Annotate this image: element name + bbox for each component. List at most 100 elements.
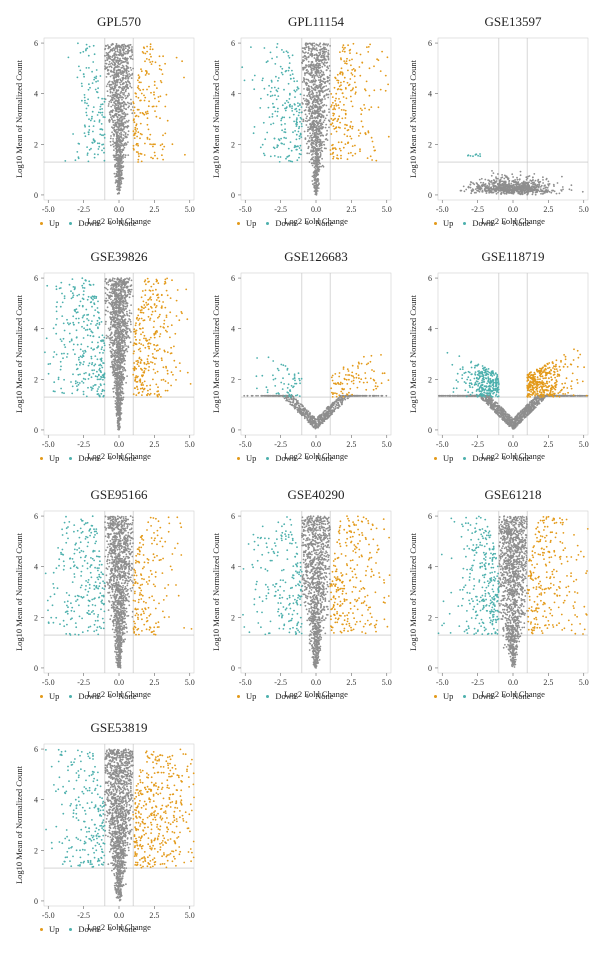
data-point <box>321 142 323 144</box>
data-point <box>560 189 562 191</box>
data-point <box>121 380 123 383</box>
data-point <box>128 102 130 105</box>
data-point <box>93 141 96 143</box>
data-point <box>334 127 337 130</box>
data-point <box>312 121 315 123</box>
legend-label-none: None <box>118 218 137 228</box>
data-point <box>101 128 104 131</box>
data-point <box>487 179 490 182</box>
data-point <box>97 96 100 99</box>
data-point <box>547 180 550 183</box>
data-point <box>288 159 290 162</box>
data-point <box>118 63 120 65</box>
data-point <box>280 119 282 122</box>
plot-legend: Up Down None <box>434 218 541 228</box>
data-point <box>323 147 326 150</box>
data-point <box>340 157 342 160</box>
data-point <box>498 186 501 188</box>
data-point <box>118 165 120 168</box>
data-point <box>313 182 316 185</box>
data-point <box>308 161 311 163</box>
data-point <box>341 50 344 52</box>
data-point <box>162 158 165 161</box>
data-point <box>125 120 128 122</box>
data-point <box>313 57 316 59</box>
data-point <box>275 75 277 78</box>
data-point <box>123 308 125 311</box>
data-point <box>558 192 561 195</box>
data-point <box>542 192 545 195</box>
data-point <box>323 119 326 122</box>
data-point <box>311 76 314 79</box>
data-point <box>327 43 329 46</box>
data-point <box>123 48 125 51</box>
data-point <box>118 186 121 189</box>
data-point <box>299 104 301 106</box>
data-point <box>484 184 487 186</box>
data-point <box>271 94 274 97</box>
data-point <box>298 125 301 128</box>
data-point <box>127 291 130 294</box>
data-point <box>339 72 342 75</box>
data-point <box>87 54 90 57</box>
data-point <box>118 188 121 191</box>
data-point <box>301 81 304 83</box>
data-point <box>134 92 137 94</box>
data-point <box>287 51 289 54</box>
data-point <box>108 57 110 60</box>
data-point <box>313 45 316 47</box>
data-point <box>340 84 342 86</box>
data-point <box>113 101 115 104</box>
data-point <box>119 125 122 127</box>
data-point <box>314 72 317 74</box>
data-point <box>535 189 538 192</box>
data-point <box>469 155 472 157</box>
data-point <box>561 175 563 178</box>
data-point <box>119 356 121 359</box>
data-point <box>487 188 490 191</box>
data-point <box>115 414 118 416</box>
data-point <box>95 77 97 80</box>
data-point <box>93 53 96 56</box>
data-point <box>126 126 129 129</box>
data-point <box>328 90 331 93</box>
data-point <box>148 73 150 75</box>
data-point <box>112 342 115 344</box>
data-point <box>121 361 124 363</box>
data-point <box>118 141 121 143</box>
data-point <box>143 113 146 116</box>
data-point <box>105 52 108 54</box>
data-point <box>118 151 121 154</box>
data-point <box>313 65 316 67</box>
x-axis-label: Log2 Fold Change <box>481 216 545 226</box>
data-point <box>124 133 127 135</box>
data-point <box>309 65 311 68</box>
data-point <box>123 126 126 129</box>
data-point <box>146 110 149 113</box>
data-point <box>314 139 317 142</box>
legend-item-up: Up <box>434 218 453 228</box>
data-point <box>115 375 118 378</box>
data-point <box>112 104 114 107</box>
data-point <box>347 69 349 72</box>
data-point <box>140 81 142 84</box>
data-point <box>523 184 526 186</box>
data-point <box>110 355 113 358</box>
data-point <box>300 125 303 128</box>
data-point <box>288 56 291 59</box>
data-point <box>332 155 335 158</box>
data-point <box>359 150 361 153</box>
data-point <box>132 102 135 105</box>
data-point <box>116 314 119 316</box>
data-point <box>537 185 539 188</box>
data-point <box>321 90 324 93</box>
data-point <box>131 112 134 115</box>
data-point <box>310 52 313 55</box>
data-point <box>486 184 488 187</box>
data-point <box>308 106 310 109</box>
data-point <box>317 180 319 183</box>
data-point <box>501 174 503 176</box>
data-point <box>88 125 91 128</box>
data-point <box>121 336 123 338</box>
